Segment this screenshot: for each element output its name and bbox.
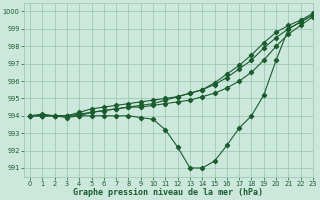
X-axis label: Graphe pression niveau de la mer (hPa): Graphe pression niveau de la mer (hPa) [73, 188, 263, 197]
